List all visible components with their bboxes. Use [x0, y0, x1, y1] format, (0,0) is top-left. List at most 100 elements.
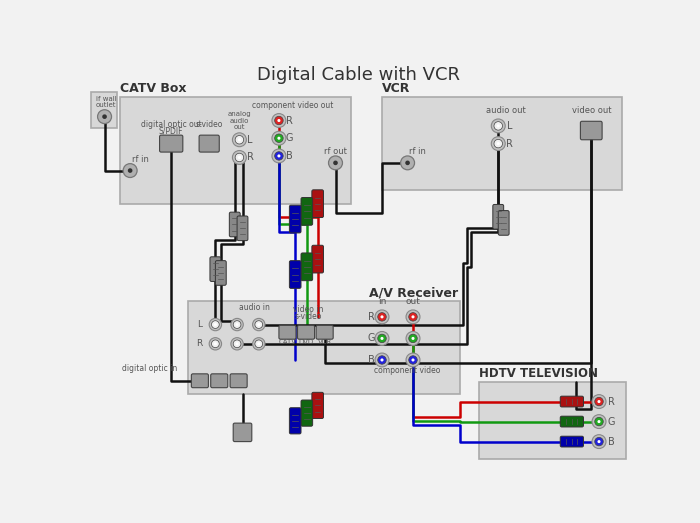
Circle shape: [231, 338, 244, 350]
Text: L: L: [507, 121, 512, 131]
Circle shape: [381, 337, 384, 340]
Circle shape: [257, 323, 260, 326]
Circle shape: [375, 353, 389, 367]
Circle shape: [375, 310, 389, 324]
Circle shape: [235, 153, 244, 162]
Circle shape: [598, 420, 601, 423]
FancyBboxPatch shape: [382, 97, 622, 190]
Text: audio out: audio out: [486, 106, 526, 115]
Text: component video out: component video out: [252, 100, 334, 110]
FancyBboxPatch shape: [160, 135, 183, 152]
Text: L: L: [197, 320, 202, 329]
Circle shape: [238, 156, 241, 159]
Circle shape: [102, 115, 107, 119]
FancyBboxPatch shape: [230, 374, 247, 388]
Text: s-video: s-video: [295, 312, 322, 321]
Circle shape: [412, 337, 414, 340]
Circle shape: [592, 435, 606, 449]
FancyBboxPatch shape: [191, 374, 209, 388]
FancyBboxPatch shape: [289, 205, 301, 233]
Circle shape: [274, 134, 284, 142]
Text: analog: analog: [228, 111, 251, 117]
Circle shape: [497, 142, 500, 145]
Circle shape: [272, 131, 286, 145]
FancyBboxPatch shape: [312, 392, 323, 418]
Text: out: out: [405, 297, 421, 306]
Circle shape: [128, 168, 132, 173]
Circle shape: [255, 340, 262, 348]
Text: audio: audio: [230, 118, 249, 123]
FancyBboxPatch shape: [316, 325, 333, 339]
Circle shape: [255, 321, 262, 328]
Text: digital optic in: digital optic in: [122, 364, 177, 373]
FancyBboxPatch shape: [312, 245, 323, 273]
FancyBboxPatch shape: [233, 423, 252, 441]
Circle shape: [405, 161, 410, 165]
FancyBboxPatch shape: [560, 396, 584, 407]
Circle shape: [274, 152, 284, 160]
Text: B: B: [368, 355, 374, 365]
Circle shape: [406, 353, 420, 367]
Circle shape: [211, 321, 219, 328]
Circle shape: [97, 110, 111, 123]
Circle shape: [209, 338, 222, 350]
Circle shape: [409, 313, 417, 321]
Text: Digital Cable with VCR: Digital Cable with VCR: [258, 66, 461, 84]
Circle shape: [328, 156, 342, 170]
Circle shape: [592, 415, 606, 428]
Text: VCR: VCR: [318, 338, 332, 345]
FancyBboxPatch shape: [199, 135, 219, 152]
Circle shape: [598, 400, 601, 403]
Text: R: R: [196, 339, 202, 348]
Text: R: R: [506, 139, 513, 149]
Circle shape: [257, 342, 260, 345]
Text: R: R: [247, 153, 253, 163]
Circle shape: [333, 161, 338, 165]
Text: s-video: s-video: [195, 120, 223, 129]
Text: video in: video in: [293, 305, 323, 314]
Circle shape: [406, 310, 420, 324]
Circle shape: [381, 315, 384, 319]
FancyBboxPatch shape: [560, 436, 584, 447]
FancyBboxPatch shape: [289, 408, 301, 434]
Circle shape: [232, 133, 246, 146]
Text: G: G: [608, 417, 615, 427]
Circle shape: [272, 149, 286, 163]
Circle shape: [409, 356, 417, 364]
Text: R: R: [608, 396, 615, 406]
FancyBboxPatch shape: [493, 204, 504, 229]
Text: B: B: [608, 437, 615, 447]
Text: A/V Receiver: A/V Receiver: [369, 286, 458, 299]
FancyBboxPatch shape: [580, 121, 602, 140]
Text: component video: component video: [374, 366, 440, 376]
Circle shape: [214, 323, 217, 326]
Text: HDTV TELEVISION: HDTV TELEVISION: [479, 367, 598, 380]
Circle shape: [412, 315, 414, 319]
FancyBboxPatch shape: [237, 216, 248, 241]
Text: video out: video out: [571, 106, 611, 115]
Text: rf in: rf in: [409, 147, 426, 156]
Circle shape: [235, 135, 244, 144]
Circle shape: [274, 116, 284, 125]
Circle shape: [211, 340, 219, 348]
Text: audio in: audio in: [239, 303, 270, 312]
FancyBboxPatch shape: [230, 212, 240, 237]
Circle shape: [598, 440, 601, 443]
Circle shape: [595, 397, 603, 406]
Text: outlet: outlet: [96, 102, 116, 108]
FancyBboxPatch shape: [479, 382, 626, 459]
Circle shape: [277, 119, 281, 122]
FancyBboxPatch shape: [120, 97, 351, 203]
Circle shape: [491, 137, 505, 151]
Circle shape: [491, 119, 505, 133]
Text: DVD: DVD: [298, 338, 314, 345]
Text: if wall: if wall: [96, 96, 117, 102]
Circle shape: [494, 122, 503, 130]
FancyBboxPatch shape: [279, 325, 296, 339]
Circle shape: [592, 395, 606, 408]
FancyBboxPatch shape: [301, 198, 313, 225]
FancyBboxPatch shape: [560, 416, 584, 427]
FancyBboxPatch shape: [301, 400, 313, 426]
FancyBboxPatch shape: [298, 325, 314, 339]
Circle shape: [209, 319, 222, 331]
